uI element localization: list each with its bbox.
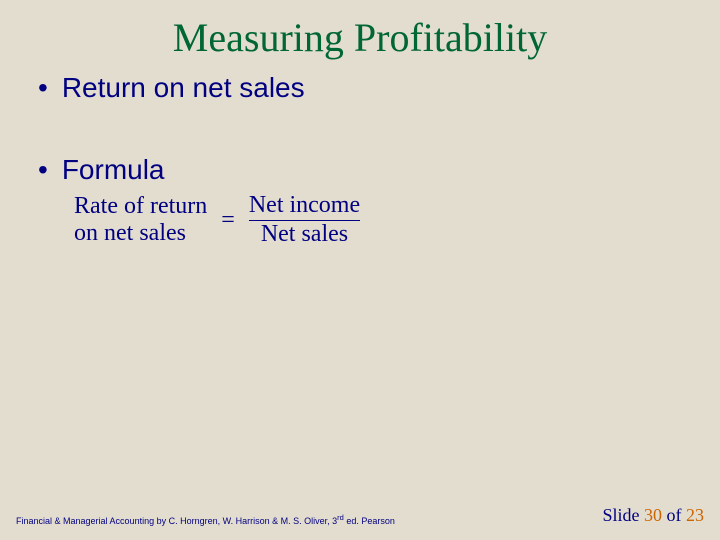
formula-left-line2: on net sales [74, 220, 186, 246]
equals-sign: = [221, 207, 235, 234]
footer-right-middle: of [662, 505, 686, 525]
slide-title: Measuring Profitability [30, 14, 690, 61]
footer-slide-number: Slide 30 of 23 [602, 505, 704, 526]
bullet-item: • Return on net sales [38, 71, 690, 105]
footer-left-super: rd [337, 513, 344, 522]
bullet-text: Formula [62, 153, 165, 187]
slide-current: 30 [644, 505, 662, 525]
formula-left-line1: Rate of return [74, 193, 207, 219]
formula-numerator: Net income [249, 192, 360, 221]
formula-fraction: Net income Net sales [249, 192, 360, 248]
formula: Rate of return on net sales = Net income… [74, 192, 690, 248]
slide: Measuring Profitability • Return on net … [0, 0, 720, 540]
bullet-marker: • [38, 71, 48, 105]
footer-left-suffix: ed. Pearson [344, 516, 395, 526]
footer: Financial & Managerial Accounting by C. … [16, 505, 704, 526]
formula-left: Rate of return on net sales [74, 193, 207, 248]
slide-total: 23 [686, 505, 704, 525]
footer-right-prefix: Slide [602, 505, 644, 525]
bullet-text: Return on net sales [62, 71, 305, 105]
formula-denominator: Net sales [249, 221, 360, 249]
spacer [30, 105, 690, 153]
bullet-item: • Formula [38, 153, 690, 187]
footer-left-prefix: Financial & Managerial Accounting by C. … [16, 516, 337, 526]
footer-citation: Financial & Managerial Accounting by C. … [16, 513, 395, 526]
bullet-marker: • [38, 153, 48, 187]
